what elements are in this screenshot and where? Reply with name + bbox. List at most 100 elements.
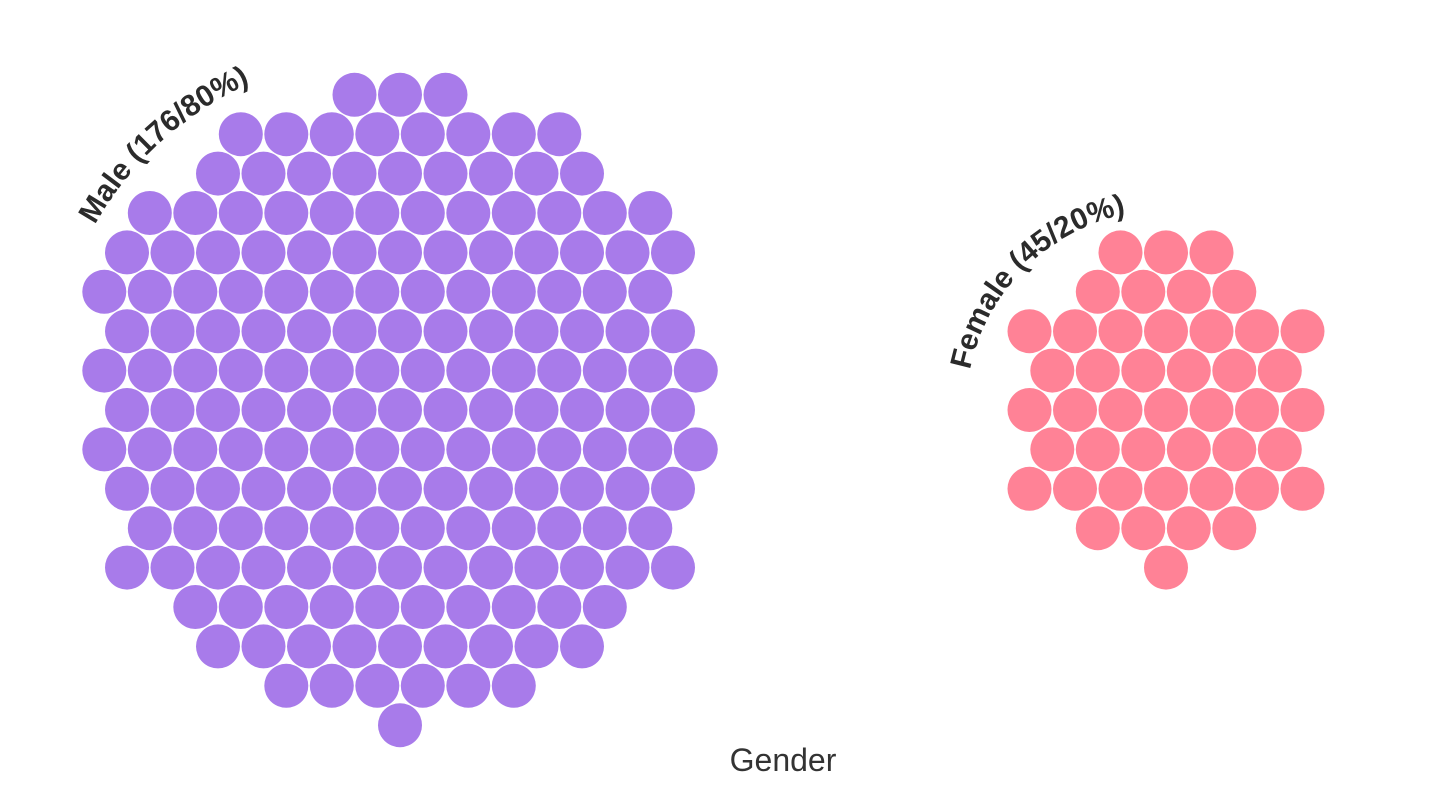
male-dot bbox=[264, 191, 309, 235]
male-dot bbox=[378, 72, 422, 117]
male-dot bbox=[514, 466, 559, 511]
male-dot bbox=[628, 506, 673, 551]
male-dot bbox=[400, 269, 445, 314]
male-dot bbox=[287, 388, 331, 432]
female-dot bbox=[1075, 506, 1120, 551]
male-dot bbox=[264, 348, 309, 393]
male-dot bbox=[241, 545, 286, 590]
male-dot bbox=[127, 269, 172, 314]
male-dot bbox=[446, 663, 491, 708]
male-dot bbox=[560, 545, 604, 590]
male-dot bbox=[82, 348, 127, 393]
male-dot bbox=[446, 427, 491, 472]
male-dot bbox=[423, 309, 468, 354]
female-dot bbox=[1121, 427, 1166, 472]
male-dot bbox=[150, 309, 195, 354]
female-dot bbox=[1144, 388, 1188, 432]
male-dot bbox=[332, 624, 377, 669]
male-dot bbox=[605, 388, 650, 432]
male-dot bbox=[264, 112, 309, 157]
female-dot bbox=[1257, 348, 1302, 393]
male-dot bbox=[196, 624, 240, 669]
male-dot bbox=[582, 585, 627, 629]
male-dot bbox=[423, 72, 468, 117]
male-dot bbox=[309, 427, 354, 472]
male-dot bbox=[378, 388, 422, 432]
male-dot bbox=[127, 191, 172, 235]
male-dot bbox=[537, 348, 582, 393]
male-dot bbox=[264, 663, 309, 708]
male-dot bbox=[378, 309, 422, 354]
male-dot bbox=[309, 663, 354, 708]
male-dot bbox=[218, 348, 263, 393]
male-dot bbox=[673, 348, 718, 393]
male-dot bbox=[332, 388, 377, 432]
female-dot bbox=[1280, 466, 1325, 511]
male-dot bbox=[378, 466, 422, 511]
male-dot bbox=[378, 151, 422, 196]
male-dot bbox=[673, 427, 718, 472]
male-dot bbox=[196, 466, 240, 511]
male-dot bbox=[82, 269, 127, 314]
male-dot bbox=[446, 506, 491, 551]
male-dot bbox=[378, 703, 422, 748]
male-dot bbox=[446, 585, 491, 629]
male-dot bbox=[651, 309, 695, 354]
male-dot bbox=[105, 230, 149, 275]
male-dot bbox=[400, 348, 445, 393]
male-dot bbox=[469, 151, 513, 196]
male-dot bbox=[309, 269, 354, 314]
female-dot bbox=[1121, 269, 1166, 314]
male-dot bbox=[514, 624, 559, 669]
male-dot bbox=[560, 230, 604, 275]
female-group: Female (45/20%) bbox=[945, 189, 1325, 590]
female-dot bbox=[1280, 309, 1325, 354]
male-dot bbox=[446, 112, 491, 157]
male-dot bbox=[582, 191, 627, 235]
male-dot bbox=[355, 585, 400, 629]
male-dot bbox=[400, 191, 445, 235]
male-dot bbox=[537, 269, 582, 314]
male-dot bbox=[332, 72, 377, 117]
female-dot bbox=[1144, 545, 1188, 590]
male-dot bbox=[605, 545, 650, 590]
male-dot bbox=[400, 112, 445, 157]
female-dot bbox=[1053, 388, 1097, 432]
female-dot bbox=[1053, 309, 1097, 354]
male-dot bbox=[218, 191, 263, 235]
male-dot bbox=[196, 151, 240, 196]
female-dot bbox=[1212, 269, 1257, 314]
male-dot bbox=[287, 466, 331, 511]
female-dot bbox=[1166, 506, 1211, 551]
male-dot bbox=[264, 506, 309, 551]
male-dot bbox=[582, 348, 627, 393]
male-dot bbox=[400, 427, 445, 472]
male-dot bbox=[423, 230, 468, 275]
male-dot bbox=[332, 466, 377, 511]
female-dot bbox=[1212, 506, 1257, 551]
male-dot bbox=[446, 269, 491, 314]
male-dot bbox=[105, 466, 149, 511]
male-dot bbox=[127, 506, 172, 551]
male-dot bbox=[491, 427, 536, 472]
male-dot bbox=[423, 624, 468, 669]
male-dot bbox=[491, 112, 536, 157]
male-dot bbox=[355, 506, 400, 551]
male-dot bbox=[127, 427, 172, 472]
male-dot bbox=[264, 269, 309, 314]
male-dot bbox=[355, 112, 400, 157]
male-dot bbox=[127, 348, 172, 393]
male-dot bbox=[423, 151, 468, 196]
male-dot bbox=[605, 466, 650, 511]
female-dot bbox=[1235, 466, 1279, 511]
female-dot bbox=[1030, 427, 1075, 472]
male-dot bbox=[218, 585, 263, 629]
male-dot bbox=[628, 427, 673, 472]
female-dot bbox=[1007, 309, 1052, 354]
male-dot bbox=[355, 269, 400, 314]
male-dot bbox=[469, 545, 513, 590]
male-dot bbox=[378, 545, 422, 590]
male-dot bbox=[560, 466, 604, 511]
female-dot bbox=[1075, 427, 1120, 472]
male-dot bbox=[491, 348, 536, 393]
